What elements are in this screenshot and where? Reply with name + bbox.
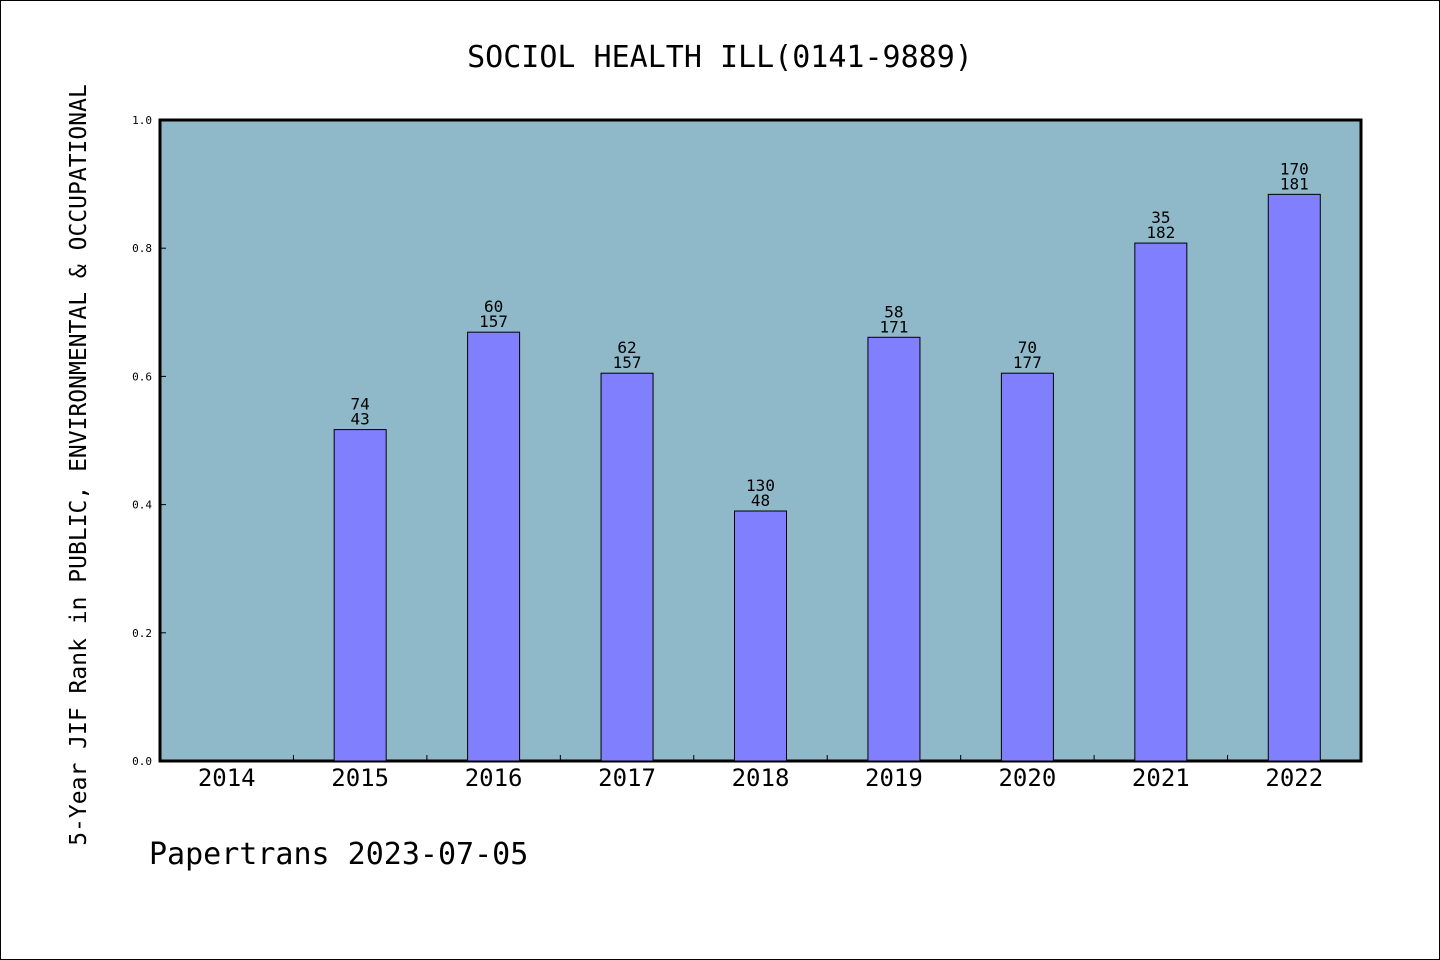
bar-annotation-total-2018: 48 — [751, 491, 770, 510]
x-axis: 2014 2015 2016 2017 2018 2019 2020 2021 2022 — [198, 755, 1323, 792]
y-tick-label-0.2: 0.2 — [132, 627, 152, 640]
bar-2015 — [333, 429, 387, 762]
bar-annotation-total-2017: 157 — [613, 353, 642, 372]
bars-layer — [333, 193, 1321, 762]
bar-2019 — [867, 336, 921, 762]
y-tick-label-0.0: 0.0 — [132, 755, 152, 768]
bar-annotation-rank-2020: 70 — [1018, 338, 1037, 357]
bar-2018 — [734, 510, 787, 762]
bar-annotation-total-2019: 171 — [879, 317, 908, 336]
bar-2022 — [1267, 193, 1321, 762]
x-tick-label-2021: 2021 — [1132, 764, 1190, 792]
bar-annotation-rank-2015: 74 — [351, 395, 370, 414]
y-tick-label-1.0: 1.0 — [132, 114, 152, 127]
x-tick-label-2015: 2015 — [331, 764, 389, 792]
y-tick-label-0.8: 0.8 — [132, 242, 152, 255]
bar-annotation-rank-2022: 170 — [1280, 159, 1309, 178]
y-axis: 0.0 0.2 0.4 0.6 0.8 1.0 — [132, 114, 166, 768]
bar-annotation-rank-2018: 130 — [746, 476, 775, 495]
bar-2021 — [1134, 242, 1188, 762]
bar-annotation-total-2021: 182 — [1146, 223, 1175, 242]
y-tick-label-0.6: 0.6 — [132, 370, 152, 383]
chart-title: SOCIOL HEALTH ILL(0141-9889) — [467, 40, 973, 75]
bar-annotation-total-2016: 157 — [479, 312, 508, 331]
x-tick-label-2017: 2017 — [598, 764, 656, 792]
bar-annotation-total-2020: 177 — [1013, 353, 1042, 372]
x-tick-label-2014: 2014 — [198, 764, 256, 792]
bar-annotation-total-2022: 181 — [1280, 174, 1309, 193]
footer-text: Papertrans 2023-07-05 — [149, 837, 528, 872]
y-axis-label: 5-Year JIF Rank in PUBLIC, ENVIRONMENTAL… — [66, 84, 92, 846]
bar-annotation-total-2015: 43 — [351, 410, 370, 429]
bar-annotation-rank-2016: 60 — [484, 297, 503, 316]
bar-annotation-rank-2017: 62 — [617, 338, 636, 357]
bar-annotation-rank-2019: 58 — [884, 302, 903, 321]
bar-2016 — [467, 331, 521, 762]
y-tick-label-0.4: 0.4 — [132, 499, 152, 512]
x-tick-label-2022: 2022 — [1265, 764, 1323, 792]
bar-2017 — [600, 372, 654, 762]
x-tick-label-2016: 2016 — [465, 764, 523, 792]
x-tick-label-2018: 2018 — [732, 764, 790, 792]
x-tick-label-2019: 2019 — [865, 764, 923, 792]
bar-annotation-rank-2021: 35 — [1151, 208, 1170, 227]
bar-2020 — [1000, 372, 1054, 762]
x-tick-label-2020: 2020 — [998, 764, 1056, 792]
